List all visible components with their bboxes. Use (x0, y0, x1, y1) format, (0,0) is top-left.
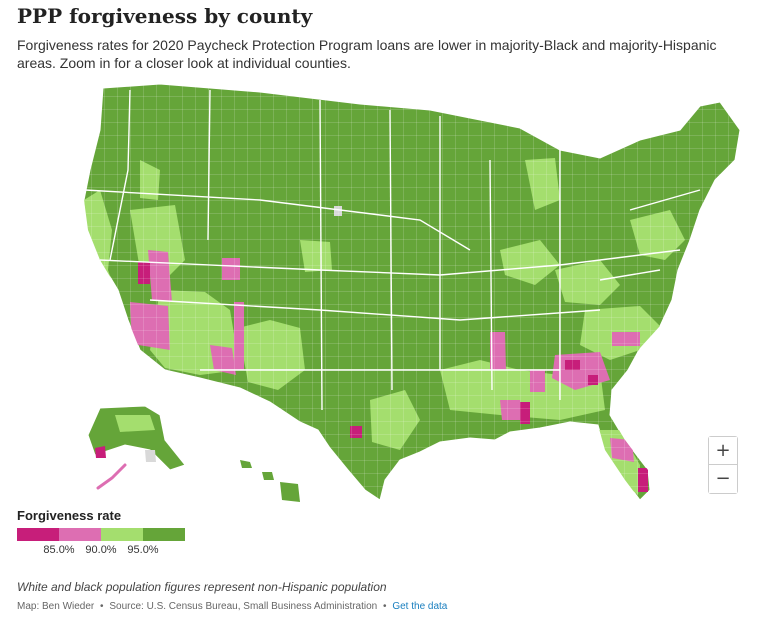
alaska[interactable] (87, 405, 186, 490)
zoom-in-button[interactable]: + (709, 437, 737, 465)
source-credit: Source: U.S. Census Bureau, Small Busine… (109, 601, 378, 612)
footnote: White and black population figures repre… (17, 580, 387, 594)
legend: Forgiveness rate 85.0% 90.0% 95.0% (17, 508, 185, 557)
page-subtitle: Forgiveness rates for 2020 Paycheck Prot… (17, 37, 717, 71)
legend-ticks: 85.0% 90.0% 95.0% (17, 541, 185, 557)
county-map[interactable] (0, 70, 757, 510)
state-borders (84, 89, 701, 411)
legend-swatch (17, 528, 59, 541)
separator: • (383, 601, 387, 612)
legend-swatch (143, 528, 185, 541)
legend-swatch (59, 528, 101, 541)
alaska-magenta[interactable] (95, 446, 106, 458)
page-title: PPP forgiveness by county (17, 4, 313, 28)
get-data-link[interactable]: Get the data (392, 601, 448, 612)
county-shapes[interactable] (0, 70, 757, 510)
legend-tick-label: 85.0% (43, 544, 75, 556)
map-container[interactable] (0, 70, 757, 510)
alaska-no-data[interactable] (145, 450, 156, 462)
credits-line: Map: Ben Wieder • Source: U.S. Census Bu… (17, 601, 447, 612)
legend-title: Forgiveness rate (17, 508, 122, 523)
zoom-out-button[interactable]: − (709, 465, 737, 493)
aleutian-chain[interactable] (96, 463, 127, 490)
legend-tick-label: 90.0% (85, 544, 117, 556)
alaska-light[interactable] (115, 415, 155, 432)
legend-tick-label: 95.0% (127, 544, 159, 556)
legend-swatches (17, 528, 185, 541)
separator: • (100, 601, 104, 612)
legend-swatch (101, 528, 143, 541)
map-credit: Map: Ben Wieder (17, 601, 95, 612)
hawaii-islands[interactable] (240, 460, 300, 502)
hawaii[interactable] (240, 460, 300, 502)
zoom-controls: + − (708, 436, 738, 494)
alaska-mainland[interactable] (87, 405, 186, 471)
